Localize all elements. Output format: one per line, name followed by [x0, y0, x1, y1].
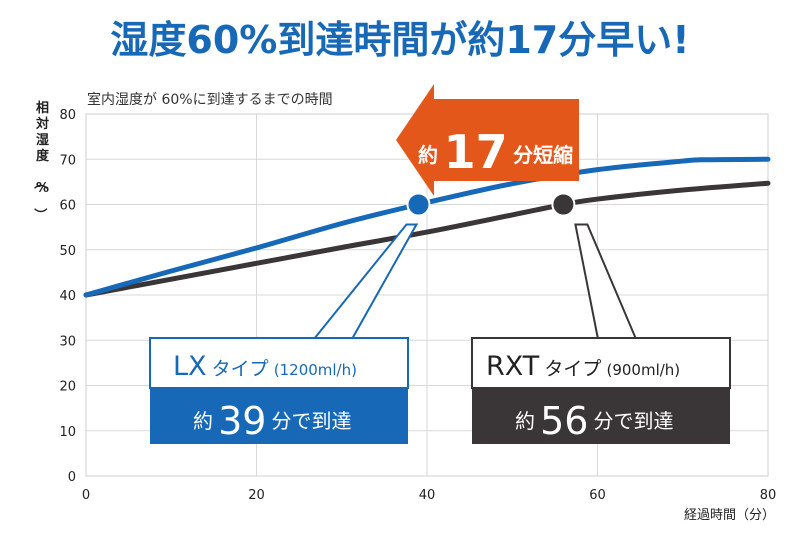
axis-ticks: 0 10 20 30 40 50 60 70 80 0 20 40 60 80 — [59, 108, 776, 503]
rxt-marker — [551, 192, 576, 217]
lx-callout-title: LX タイプ (1200ml/h) — [173, 351, 357, 382]
x-tick-label: 40 — [419, 488, 436, 503]
y-tick-label: 30 — [59, 334, 76, 349]
rxt-callout: RXT タイプ (900ml/h) 約 56 分で到達 — [471, 337, 731, 444]
lx-callout-bottom — [150, 388, 408, 444]
series-lines — [83, 156, 771, 298]
arrow-label-pre: 約 — [418, 143, 438, 167]
difference-arrow: 約 17 分短縮 — [396, 84, 579, 196]
y-tick-label: 60 — [59, 199, 76, 214]
rxt-callout-time: 約 56 分で到達 — [515, 399, 674, 443]
y-axis-label: 相対湿度（%） — [32, 100, 50, 221]
rxt-spec: (900ml/h) — [606, 361, 680, 379]
rxt-callout-bottom — [472, 388, 730, 444]
lx-spec: (1200ml/h) — [274, 361, 357, 379]
y-tick-label: 50 — [59, 244, 76, 259]
lx-time-pre: 約 — [193, 409, 213, 433]
lx-name: LX — [173, 351, 207, 382]
x-tick-label: 0 — [82, 488, 90, 503]
arrow-label-value: 17 — [444, 125, 508, 179]
rxt-time-post: 分で到達 — [594, 409, 674, 433]
lx-callout: LX タイプ (1200ml/h) 約 39 分で到達 — [149, 337, 409, 444]
headline: 湿度60%到達時間が約17分早い! — [110, 18, 689, 62]
lx-type: タイプ — [212, 358, 269, 380]
chart-title: 室内湿度が 60%に到達するまでの時間 — [87, 91, 333, 108]
lx-callout-top — [149, 337, 409, 389]
rxt-time-pre: 約 — [515, 409, 535, 433]
y-tick-label: 40 — [59, 289, 76, 304]
lx-time-post: 分で到達 — [272, 409, 352, 433]
y-tick-label: 70 — [59, 153, 76, 168]
lx-series-line — [83, 156, 771, 298]
rxt-type: タイプ — [544, 358, 601, 380]
rxt-callout-title: RXT タイプ (900ml/h) — [486, 351, 680, 382]
arrow-label-post: 分短縮 — [513, 143, 573, 167]
rxt-callout-top — [471, 337, 731, 389]
y-tick-label: 80 — [59, 108, 76, 123]
y-tick-label: 0 — [68, 470, 76, 485]
x-tick-label: 60 — [589, 488, 606, 503]
lx-callout-time: 約 39 分で到達 — [193, 399, 352, 443]
y-tick-label: 10 — [59, 425, 76, 440]
x-tick-label: 20 — [248, 488, 265, 503]
lx-time-value: 39 — [218, 399, 266, 443]
rxt-series-line — [83, 180, 771, 298]
arrow-label: 約 17 分短縮 — [418, 125, 573, 179]
rxt-pointer — [574, 223, 638, 340]
arrow-shape — [396, 84, 579, 196]
rxt-name: RXT — [486, 351, 540, 382]
x-tick-label: 80 — [760, 488, 777, 503]
y-tick-label: 20 — [59, 380, 76, 395]
lx-marker — [406, 192, 431, 217]
x-axis-label: 経過時間（分） — [684, 508, 775, 523]
rxt-time-value: 56 — [540, 399, 588, 443]
series-markers — [406, 192, 576, 217]
